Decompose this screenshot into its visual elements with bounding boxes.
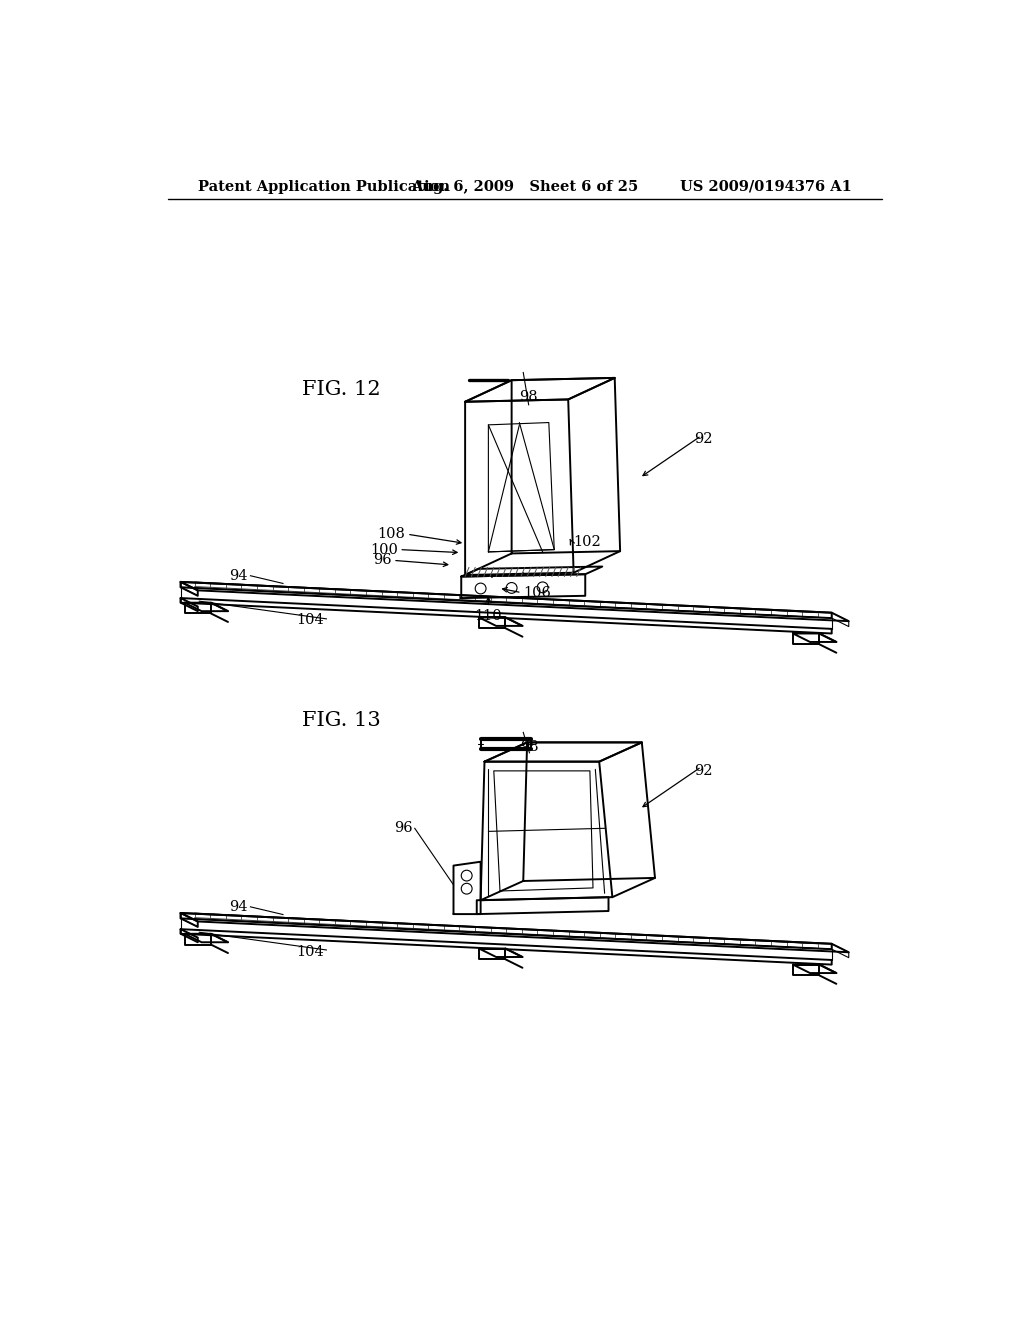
Text: 110: 110 xyxy=(474,609,502,623)
Text: 98: 98 xyxy=(519,391,538,404)
Text: FIG. 12: FIG. 12 xyxy=(302,380,380,399)
Text: 106: 106 xyxy=(523,586,551,601)
Text: 94: 94 xyxy=(229,900,248,913)
Text: FIG. 13: FIG. 13 xyxy=(302,711,380,730)
Text: 94: 94 xyxy=(229,569,248,582)
Text: 102: 102 xyxy=(573,535,601,549)
Text: 96: 96 xyxy=(373,553,391,568)
Text: 92: 92 xyxy=(693,433,713,446)
Text: 100: 100 xyxy=(370,543,397,557)
Text: 92: 92 xyxy=(693,763,713,777)
Text: 104: 104 xyxy=(296,614,324,627)
Text: Patent Application Publication: Patent Application Publication xyxy=(198,180,450,194)
Text: 98: 98 xyxy=(520,741,539,755)
Text: 108: 108 xyxy=(378,527,406,541)
Text: 96: 96 xyxy=(394,821,414,836)
Text: Aug. 6, 2009   Sheet 6 of 25: Aug. 6, 2009 Sheet 6 of 25 xyxy=(412,180,638,194)
Text: 104: 104 xyxy=(296,945,324,958)
Text: US 2009/0194376 A1: US 2009/0194376 A1 xyxy=(680,180,852,194)
